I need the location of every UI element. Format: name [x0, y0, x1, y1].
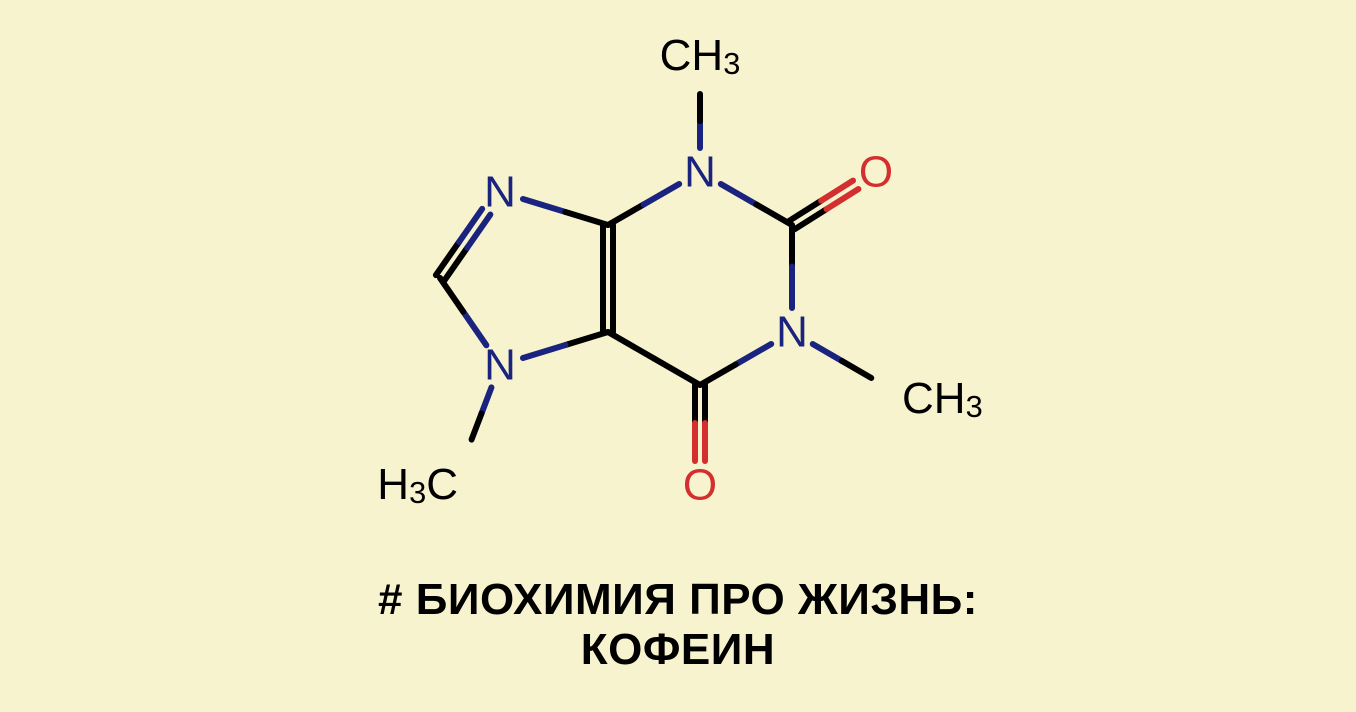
infographic-canvas: N N N N O O CH3 CH3 H3C # БИОХИМИЯ ПРО ЖИЗНЬ: КО…: [0, 0, 1356, 712]
svg-text:N: N: [684, 148, 716, 197]
title-line-1: # БИОХИМИЯ ПРО ЖИЗНЬ:: [0, 575, 1356, 625]
svg-text:CH3: CH3: [660, 31, 741, 81]
title-line-2: КОФЕИН: [0, 625, 1356, 675]
svg-text:H3C: H3C: [377, 460, 458, 510]
svg-text:CH3: CH3: [902, 374, 983, 424]
svg-text:N: N: [776, 308, 808, 357]
svg-text:O: O: [683, 461, 717, 510]
svg-text:N: N: [484, 168, 516, 217]
svg-text:O: O: [859, 148, 893, 197]
svg-text:N: N: [484, 341, 516, 390]
